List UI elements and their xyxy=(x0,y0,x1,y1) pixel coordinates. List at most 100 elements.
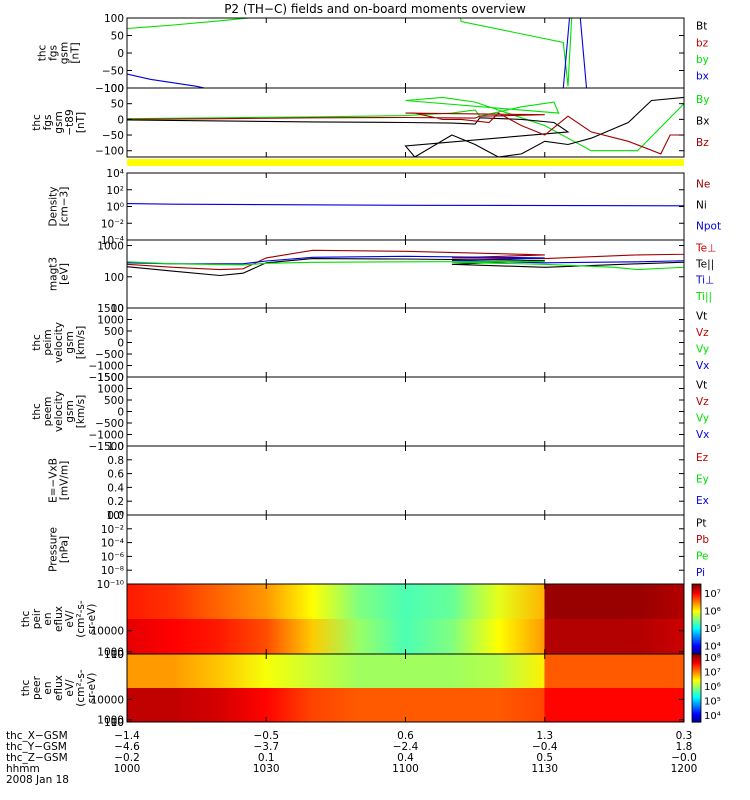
colorbar-cell xyxy=(692,710,701,713)
y-axis-label: [nT] xyxy=(70,42,82,63)
colorbar-cell xyxy=(692,594,701,597)
y-axis-label: peim xyxy=(42,329,54,355)
colorbar-cell xyxy=(692,662,701,665)
footer-tick-value: 0.5 xyxy=(536,752,553,764)
footer-tick-value: 1130 xyxy=(531,763,558,775)
panel-frame xyxy=(126,239,685,309)
legend-entry: Ti|| xyxy=(695,291,712,303)
colorbar-cell xyxy=(692,665,701,669)
y-axis-label: [nPa] xyxy=(59,536,71,563)
legend-entry: bx xyxy=(696,71,709,83)
y-axis-label: (cm²-s- xyxy=(75,669,87,707)
colorbar-cell xyxy=(692,674,701,677)
y-tick-label: 10⁻¹⁰ xyxy=(97,579,124,591)
y-axis-label: velocity xyxy=(53,322,65,363)
y-tick-label: −1000 xyxy=(88,361,124,373)
colorbar-cell xyxy=(692,660,701,664)
heatmap-band-low xyxy=(127,688,684,722)
colorbar-cell xyxy=(692,647,701,650)
y-axis-label: sr-eV) xyxy=(86,673,98,704)
y-tick-label: 1.0 xyxy=(107,441,124,453)
y-axis-label: peir xyxy=(31,608,43,629)
colorbar-cell xyxy=(692,713,701,716)
y-axis-label: gsm xyxy=(64,331,76,353)
footer-tick-value: 1030 xyxy=(253,763,280,775)
y-axis-label: eflux xyxy=(53,606,65,632)
colorbar-cell xyxy=(692,671,701,674)
colorbar-cell xyxy=(692,615,701,618)
colorbar-cell xyxy=(692,640,701,643)
y-axis-label: (cm²-s- xyxy=(75,600,87,638)
colorbar-cell xyxy=(692,591,701,594)
y-tick-label: 100 xyxy=(104,717,124,729)
colorbar-cell xyxy=(692,688,701,691)
y-tick-label: 10⁻⁴ xyxy=(101,538,124,550)
colorbar-cell xyxy=(692,613,701,617)
panel-frame xyxy=(126,376,685,447)
colorbar-cell xyxy=(692,689,701,692)
footer-tick-value: 1.8 xyxy=(676,741,693,753)
colorbar-cell xyxy=(692,672,701,675)
colorbar-cell xyxy=(692,622,701,625)
colorbar-cell xyxy=(692,612,701,615)
colorbar-cell xyxy=(692,626,701,629)
footer-tick-value: −0.5 xyxy=(254,730,280,742)
y-tick-label: −100 xyxy=(95,83,124,95)
y-axis-label: E=−VxB xyxy=(48,458,60,503)
colorbar-tick-label: 10⁴ xyxy=(704,711,721,722)
chart-title: P2 (TH−C) fields and on-board moments ov… xyxy=(224,2,526,16)
footer-tick-value: 0.6 xyxy=(397,730,414,742)
colorbar-cell xyxy=(692,634,701,638)
footer-tick-value: 0.3 xyxy=(676,730,693,742)
colorbar-cell xyxy=(692,633,701,636)
legend-entry: Vz xyxy=(696,396,709,408)
series-line-By xyxy=(127,96,684,152)
panel-frame xyxy=(126,17,685,89)
y-tick-label: 100 xyxy=(104,649,124,661)
footer-row-label: 2008 Jan 18 xyxy=(6,774,69,786)
footer-tick-value: 1000 xyxy=(114,763,141,775)
footer-tick-value: −1.4 xyxy=(114,730,140,742)
y-tick-label: 0.2 xyxy=(107,496,124,508)
panel-frame xyxy=(126,172,685,241)
colorbar-tick-label: 10⁵ xyxy=(704,696,721,707)
footer-row-label: thc_Z−GSM xyxy=(6,752,68,764)
colorbar-cell xyxy=(692,584,701,587)
footer-tick-value: 0.1 xyxy=(258,752,275,764)
heatmap-band-high xyxy=(127,584,684,619)
colorbar-cell xyxy=(692,617,701,620)
colorbar-cell xyxy=(692,716,701,720)
footer-tick-value: 1.3 xyxy=(536,730,553,742)
colorbar-cell xyxy=(692,699,701,703)
y-tick-label: 0 xyxy=(117,114,124,126)
y-tick-label: 1000 xyxy=(97,315,124,327)
y-tick-label: 500 xyxy=(104,326,124,338)
legend-entry: By xyxy=(696,94,709,106)
y-axis-label: [km/s] xyxy=(75,395,87,429)
panel-frame xyxy=(126,514,685,585)
colorbar-cell xyxy=(692,645,701,648)
legend-entry: Vx xyxy=(696,360,709,372)
colorbar-cell xyxy=(692,677,701,681)
colorbar-cell xyxy=(692,682,701,686)
y-tick-label: 1000 xyxy=(97,647,124,659)
y-tick-label: 1000 xyxy=(97,715,124,727)
series-line-Bz xyxy=(127,112,684,155)
y-tick-label: 10⁻² xyxy=(101,218,124,230)
legend-entry: Vy xyxy=(696,412,709,424)
colorbar-cell xyxy=(692,691,701,694)
colorbar-cell xyxy=(692,608,701,611)
y-axis-label: [cm−3] xyxy=(59,187,71,227)
colorbar-cell xyxy=(692,641,701,645)
legend-entry: Vx xyxy=(696,429,709,441)
colorbar-cell xyxy=(692,596,701,599)
colorbar-tick-label: 10⁷ xyxy=(704,667,721,678)
legend-entry: Ni xyxy=(696,200,707,212)
colorbar-cell xyxy=(692,657,701,660)
footer-tick-value: −0.0 xyxy=(671,752,697,764)
colorbar-cell xyxy=(692,664,701,667)
footer-tick-value: 1100 xyxy=(392,763,419,775)
series-line-by xyxy=(127,18,573,87)
colorbar-tick-label: 10⁴ xyxy=(704,641,721,652)
